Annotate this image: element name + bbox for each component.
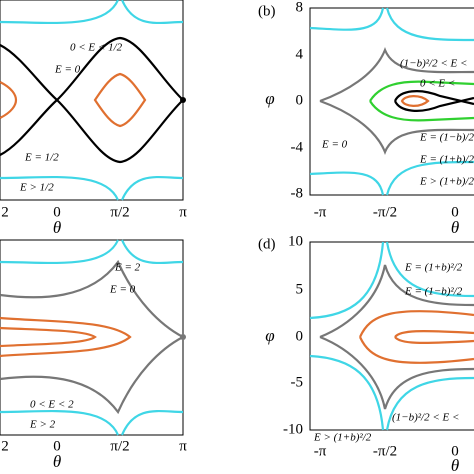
x-tick-label: 2 bbox=[1, 204, 9, 220]
panel-label: (b) bbox=[258, 3, 276, 19]
panel-c: E = 2 E = 0 0 < E < 2 E > 2 2 0 π/2 π θ bbox=[0, 239, 187, 471]
curve bbox=[319, 264, 474, 410]
plot-frame bbox=[309, 241, 474, 431]
annotation: E = (1+b)/2 bbox=[419, 154, 474, 166]
curve bbox=[400, 95, 430, 107]
x-tick-label: -π/2 bbox=[373, 204, 397, 220]
annotation: E = 1/2 bbox=[24, 152, 59, 164]
annotation: E = 0 bbox=[321, 139, 348, 151]
annotation: E = 0 bbox=[54, 64, 81, 76]
curve bbox=[0, 72, 147, 128]
annotation: E = (1−b)/2 bbox=[419, 132, 474, 144]
annotation: E = (1+b)²/2 bbox=[404, 262, 463, 274]
x-tick-label: π/2 bbox=[110, 204, 129, 220]
annotation: E > 1/2 bbox=[19, 182, 54, 194]
x-axis-label: θ bbox=[451, 218, 459, 237]
plot-frame bbox=[309, 7, 474, 196]
curve bbox=[319, 47, 474, 155]
annotation: E > (1+b)/2 bbox=[419, 176, 474, 188]
curve bbox=[0, 36, 185, 164]
curve bbox=[0, 0, 184, 201]
y-tick-label: 4 bbox=[296, 46, 304, 62]
x-tick-label: π/2 bbox=[110, 438, 129, 454]
curve bbox=[369, 80, 474, 122]
saddle bbox=[180, 334, 186, 340]
x-tick-label: π bbox=[179, 204, 187, 220]
y-axis-label: φ bbox=[265, 326, 274, 345]
x-tick-label: 2 bbox=[1, 438, 9, 454]
annotation: E = 2 bbox=[114, 262, 141, 274]
panel-b: (b) 8 4 0 -4 -8 φ (1−b)²/2 < E < 0 < E <… bbox=[258, 0, 474, 237]
curve bbox=[309, 7, 474, 196]
x-tick-label: 0 bbox=[53, 438, 61, 454]
curve bbox=[309, 241, 474, 431]
x-tick-label: π bbox=[179, 438, 187, 454]
saddle bbox=[180, 97, 186, 103]
curve bbox=[0, 239, 184, 436]
y-tick-label: -5 bbox=[291, 374, 304, 390]
x-tick-label: 0 bbox=[53, 204, 61, 220]
y-tick-label: 0 bbox=[296, 92, 304, 108]
y-axis-label: φ bbox=[265, 89, 274, 108]
plot-frame bbox=[0, 239, 184, 436]
annotation: E = 0 bbox=[109, 284, 136, 296]
annotation: E > 2 bbox=[29, 419, 56, 431]
x-tick-label: -π/2 bbox=[373, 443, 397, 459]
annotation: E > (1+b)²/2 bbox=[313, 432, 372, 444]
x-axis-label: θ bbox=[53, 452, 61, 471]
x-axis-label: θ bbox=[53, 218, 61, 237]
curve bbox=[393, 90, 474, 112]
x-axis-label: θ bbox=[451, 456, 459, 474]
x-tick-label: -π bbox=[314, 443, 327, 459]
y-tick-label: 0 bbox=[296, 328, 304, 344]
annotation: 0 < E < 1/2 bbox=[70, 42, 123, 54]
x-tick-label: 0 bbox=[451, 443, 459, 459]
y-tick-label: -4 bbox=[291, 139, 304, 155]
annotation: 0 < E < 2 bbox=[30, 399, 74, 411]
annotation: (1−b)²/2 < E < bbox=[392, 412, 459, 424]
panel-a: 0 < E < 1/2 E = 0 E = 1/2 E > 1/2 2 0 π/… bbox=[0, 0, 187, 237]
panel-label: (d) bbox=[258, 236, 276, 252]
y-tick-label: 8 bbox=[296, 0, 304, 15]
annotation: (1−b)²/2 < E < bbox=[400, 58, 467, 70]
x-tick-label: -π bbox=[314, 204, 327, 220]
curve bbox=[0, 259, 186, 415]
annotation: 0 < E < bbox=[420, 78, 455, 90]
panel-d: (d) 10 5 0 -5 -10 φ E = (1+b)²/2 E = (1−… bbox=[258, 233, 474, 474]
x-tick-label: 0 bbox=[451, 204, 459, 220]
y-tick-label: 10 bbox=[288, 233, 303, 249]
plot-frame bbox=[0, 0, 184, 201]
y-tick-label: -8 bbox=[291, 185, 304, 201]
curve bbox=[358, 310, 474, 364]
y-tick-label: 5 bbox=[296, 281, 304, 297]
curve bbox=[0, 316, 132, 358]
y-tick-label: -10 bbox=[283, 421, 303, 437]
annotation: E = (1−b)²/2 bbox=[404, 286, 463, 298]
